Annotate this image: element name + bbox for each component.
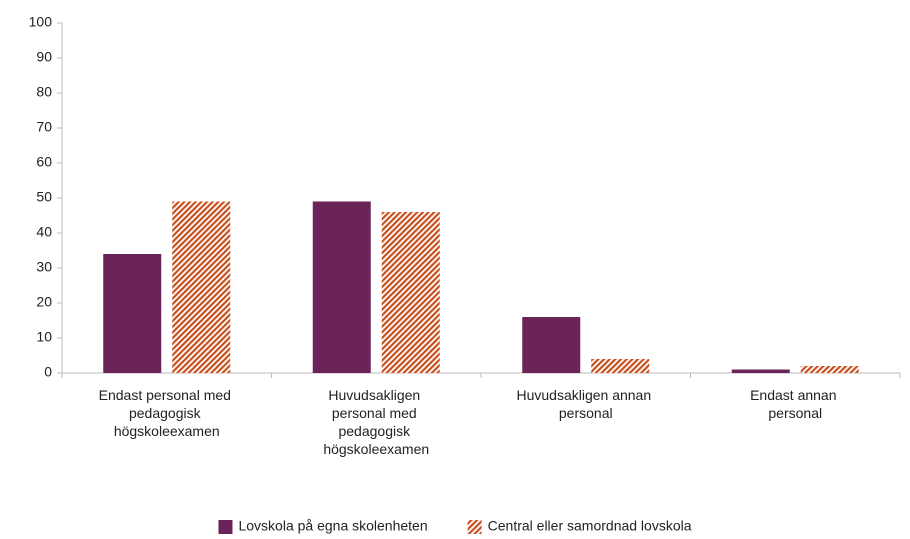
bar bbox=[731, 369, 790, 373]
bar bbox=[172, 201, 231, 373]
x-tick-label: Huvudsakligen personal med pedagogisk hö… bbox=[323, 387, 429, 457]
y-tick-label: 70 bbox=[36, 119, 52, 135]
y-tick-label: 40 bbox=[36, 224, 52, 240]
legend-label: Central eller samordnad lovskola bbox=[488, 518, 692, 534]
bar bbox=[103, 254, 162, 373]
bar bbox=[800, 366, 859, 373]
y-tick-label: 10 bbox=[36, 329, 52, 345]
x-tick-label: Endast personal med pedagogisk högskolee… bbox=[99, 387, 235, 439]
legend-swatch bbox=[467, 520, 482, 534]
y-tick-label: 90 bbox=[36, 49, 52, 65]
legend-swatch bbox=[218, 520, 233, 534]
y-tick-label: 30 bbox=[36, 259, 52, 275]
bar bbox=[312, 201, 371, 373]
y-tick-label: 20 bbox=[36, 294, 52, 310]
y-tick-label: 80 bbox=[36, 84, 52, 100]
bar bbox=[381, 212, 440, 373]
bar bbox=[591, 359, 650, 373]
x-tick-label: Endast annan personal bbox=[750, 387, 840, 421]
y-tick-label: 0 bbox=[44, 364, 52, 380]
y-tick-label: 100 bbox=[29, 14, 53, 30]
x-tick-label: Huvudsakligen annan personal bbox=[516, 387, 655, 421]
bar bbox=[522, 317, 581, 373]
y-tick-label: 60 bbox=[36, 154, 52, 170]
legend-label: Lovskola på egna skolenheten bbox=[238, 518, 427, 534]
y-tick-label: 50 bbox=[36, 189, 52, 205]
